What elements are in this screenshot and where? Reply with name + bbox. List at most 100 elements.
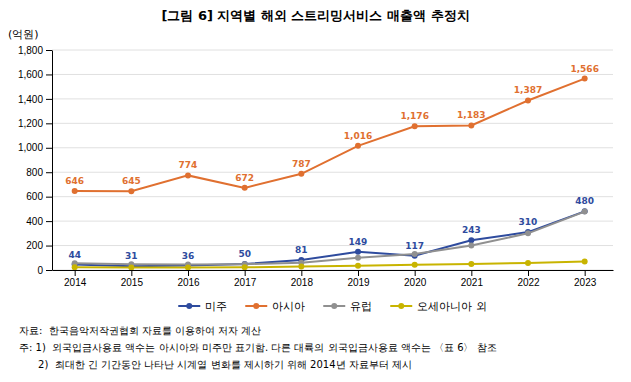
data-label: 1,183 bbox=[457, 110, 485, 120]
x-tick-label: 2021 bbox=[461, 277, 484, 288]
grid-line bbox=[52, 245, 613, 246]
point bbox=[468, 243, 474, 249]
legend-item: 아시아 bbox=[245, 300, 305, 313]
data-label: 44 bbox=[68, 250, 81, 260]
y-tick-label: 1,400 bbox=[18, 94, 43, 105]
y-tick-label: 400 bbox=[26, 216, 43, 227]
x-tick: 2020 bbox=[404, 270, 427, 288]
x-axis-line bbox=[53, 270, 614, 271]
point bbox=[412, 123, 418, 129]
x-tick-label: 2014 bbox=[64, 277, 87, 288]
data-label: 31 bbox=[125, 251, 138, 261]
y-tick-label: 800 bbox=[26, 167, 43, 178]
x-tick-mark bbox=[301, 270, 302, 276]
x-tick-label: 2020 bbox=[404, 277, 427, 288]
y-tick-label: 1,600 bbox=[18, 69, 43, 80]
x-tick-label: 2018 bbox=[291, 277, 314, 288]
grid-line bbox=[52, 50, 613, 51]
y-tick-mark bbox=[46, 123, 52, 124]
series-line bbox=[75, 212, 585, 265]
point bbox=[72, 188, 78, 194]
y-tick-mark bbox=[46, 50, 52, 51]
y-tick-mark bbox=[46, 74, 52, 75]
legend-label: 오세아니아 외 bbox=[417, 300, 487, 313]
grid-line bbox=[52, 123, 613, 124]
point bbox=[468, 261, 474, 267]
point bbox=[242, 185, 248, 191]
data-label: 81 bbox=[295, 245, 308, 255]
grid bbox=[52, 50, 613, 270]
point bbox=[185, 172, 191, 178]
legend-item: 오세아니아 외 bbox=[390, 300, 487, 313]
x-tick-mark bbox=[131, 270, 132, 276]
y-tick-mark bbox=[46, 221, 52, 222]
x-tick-mark bbox=[358, 270, 359, 276]
y-tick-mark bbox=[46, 270, 52, 271]
x-tick: 2019 bbox=[347, 270, 370, 288]
plot: 02004006008001,0001,2001,4001,6001,80020… bbox=[18, 45, 614, 288]
x-tick-mark bbox=[75, 270, 76, 276]
footnote: 자료: 한국음악저작권협회 자료를 이용하여 저자 계산 bbox=[19, 325, 261, 336]
data-label: 1,176 bbox=[400, 111, 428, 121]
y-tick-label: 1,200 bbox=[18, 118, 43, 129]
title: [그림 6] 지역별 해외 스트리밍서비스 매출액 추정치 bbox=[161, 8, 469, 23]
y-tick-label: 200 bbox=[26, 240, 43, 251]
data-label: 149 bbox=[349, 237, 368, 247]
point bbox=[355, 143, 361, 149]
x-tick: 2016 bbox=[177, 270, 200, 288]
series-line bbox=[75, 79, 585, 192]
legend-label: 유럽 bbox=[350, 300, 372, 313]
data-label: 243 bbox=[462, 225, 481, 235]
grid-line bbox=[52, 74, 613, 75]
legend-marker bbox=[253, 303, 259, 309]
data-label: 310 bbox=[519, 217, 538, 227]
y-tick-label: 0 bbox=[37, 265, 43, 276]
series-line bbox=[75, 261, 585, 267]
y-tick-mark bbox=[46, 172, 52, 173]
legend-item: 미주 bbox=[178, 300, 227, 313]
x-tick-label: 2016 bbox=[177, 277, 200, 288]
x-tick-mark bbox=[188, 270, 189, 276]
y-axis-title: (억원) bbox=[8, 28, 39, 41]
point bbox=[412, 251, 418, 257]
point bbox=[412, 262, 418, 268]
x-tick-mark bbox=[585, 270, 586, 276]
y-tick-label: 1,000 bbox=[18, 142, 43, 153]
x-tick: 2018 bbox=[291, 270, 314, 288]
x-axis: 2014201520162017201820192020202120222023 bbox=[53, 270, 614, 288]
data-label: 1,016 bbox=[344, 131, 372, 141]
y-tick: 0 bbox=[37, 265, 52, 276]
point bbox=[525, 260, 531, 266]
y-tick-label: 600 bbox=[26, 191, 43, 202]
x-tick-mark bbox=[471, 270, 472, 276]
data-label: 480 bbox=[575, 196, 594, 206]
x-tick: 2015 bbox=[121, 270, 144, 288]
point bbox=[468, 237, 474, 243]
data-label: 672 bbox=[235, 173, 254, 183]
marks bbox=[72, 76, 588, 270]
point bbox=[525, 97, 531, 103]
point bbox=[128, 188, 134, 194]
point bbox=[72, 264, 78, 270]
y-tick-mark bbox=[46, 246, 52, 247]
legend-marker bbox=[186, 303, 192, 309]
y-tick: 400 bbox=[26, 216, 52, 227]
point bbox=[242, 264, 248, 270]
point bbox=[355, 255, 361, 261]
point bbox=[582, 76, 588, 82]
y-tick: 800 bbox=[26, 167, 52, 178]
data-label: 36 bbox=[182, 251, 195, 261]
y-axis-line bbox=[52, 51, 53, 271]
data-label: 117 bbox=[405, 241, 424, 251]
legend-marker bbox=[398, 303, 404, 309]
grid-line bbox=[52, 196, 613, 197]
y-tick-mark bbox=[46, 148, 52, 149]
y-tick: 1,000 bbox=[18, 142, 52, 153]
y-tick: 1,200 bbox=[18, 118, 52, 129]
y-tick: 600 bbox=[26, 191, 52, 202]
y-tick-mark bbox=[46, 197, 52, 198]
point bbox=[128, 265, 134, 270]
x-tick: 2021 bbox=[461, 270, 484, 288]
data-label: 774 bbox=[179, 160, 198, 170]
point bbox=[355, 249, 361, 255]
